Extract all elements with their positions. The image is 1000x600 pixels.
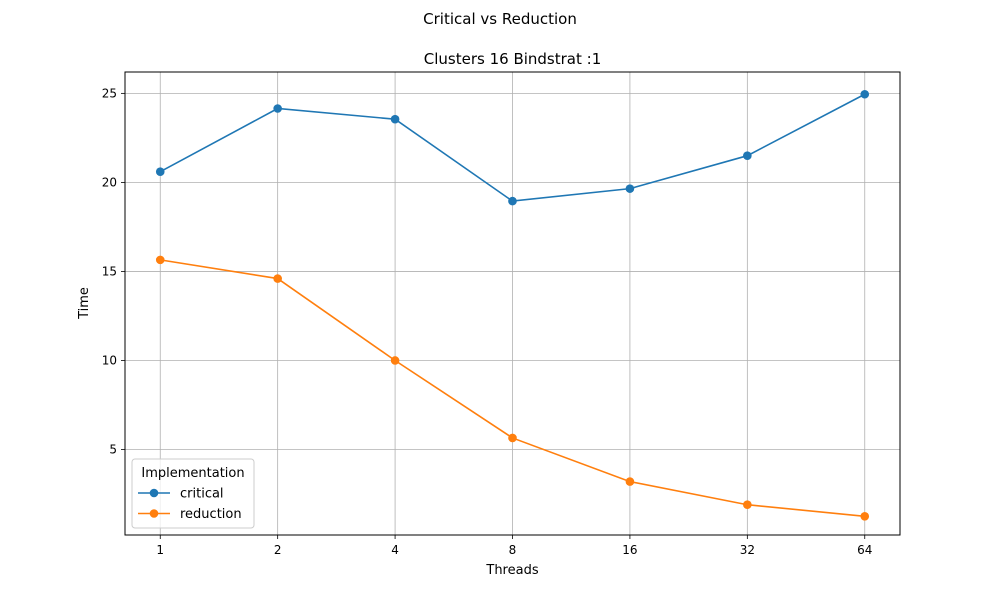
x-tick-label: 1 [156, 543, 164, 557]
chart-suptitle: Critical vs Reduction [423, 10, 577, 28]
data-point [273, 104, 282, 113]
legend-label: reduction [180, 507, 242, 522]
legend-title: Implementation [141, 466, 244, 481]
x-axis-label: Threads [485, 563, 538, 578]
data-point [390, 114, 400, 124]
data-point [508, 433, 517, 443]
x-tick-label: 8 [509, 543, 517, 557]
y-ticks: 5 10 15 20 25 [102, 86, 125, 457]
x-tick-label: 64 [857, 543, 872, 557]
x-ticks: 1 2 4 8 16 32 64 [156, 535, 872, 557]
data-point [860, 512, 870, 521]
x-tick-label: 16 [622, 543, 637, 557]
y-tick-label: 15 [102, 264, 117, 278]
chart-title: Clusters 16 Bindstrat :1 [424, 50, 601, 68]
legend: Implementation critical reduction [131, 458, 255, 529]
legend-entry: critical [138, 487, 224, 502]
legend-box [131, 458, 255, 529]
series-reduction [155, 255, 870, 521]
x-tick-label: 2 [274, 543, 282, 557]
data-point [860, 89, 870, 99]
data-point [155, 167, 165, 177]
y-tick-label: 5 [109, 443, 117, 457]
legend-label: critical [180, 487, 224, 502]
x-tick-label: 32 [740, 543, 755, 557]
series-layer [155, 89, 870, 521]
legend-marker [149, 488, 159, 498]
data-point [743, 500, 752, 510]
data-point [625, 477, 635, 486]
legend-marker [149, 509, 159, 518]
data-point [508, 196, 517, 206]
data-point [390, 356, 400, 365]
data-point [743, 151, 752, 160]
legend-entries: critical reduction [138, 487, 242, 522]
y-axis-label: Time [77, 287, 92, 320]
y-tick-label: 25 [102, 86, 117, 100]
y-tick-label: 20 [102, 175, 117, 189]
grid-lines [125, 72, 900, 535]
data-point [273, 274, 282, 283]
x-tick-label: 4 [391, 543, 399, 557]
series-critical [155, 89, 870, 206]
data-point [625, 184, 635, 193]
y-tick-label: 10 [102, 353, 117, 367]
data-point [155, 255, 165, 265]
legend-entry: reduction [138, 507, 242, 522]
